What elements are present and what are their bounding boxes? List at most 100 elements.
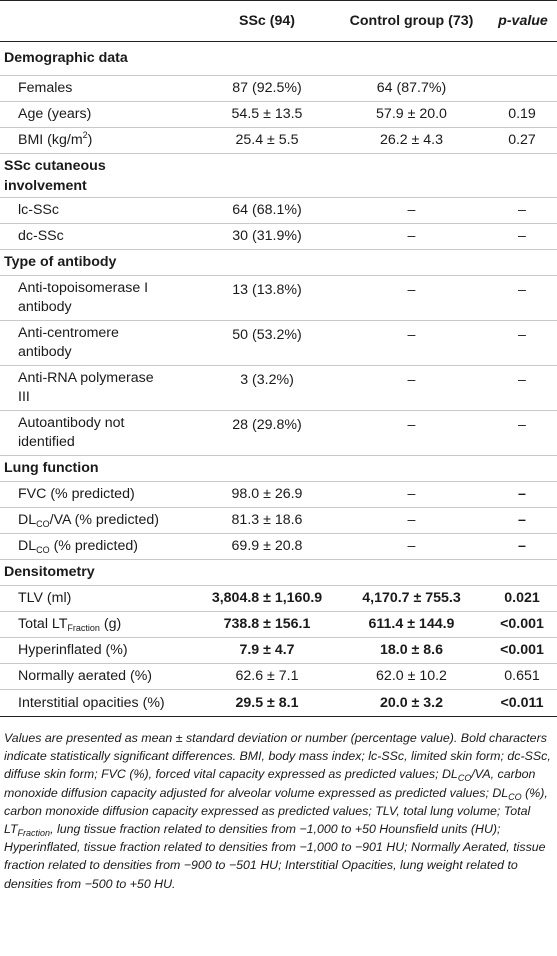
p-value: –	[518, 417, 526, 433]
row-label: Anti-RNA polymerase III	[18, 370, 154, 405]
row-label: dc-SSc	[18, 228, 64, 244]
table-container: SSc (94) Control group (73) p-value Demo…	[0, 0, 557, 891]
control-value: 20.0 ± 3.2	[379, 694, 443, 711]
ssc-value: 62.6 ± 7.1	[235, 668, 299, 684]
section-cutaneous: SSc cutaneous involvement	[0, 154, 557, 198]
row-label: Females	[18, 80, 73, 96]
ssc-value: 81.3 ± 18.6	[231, 512, 303, 528]
ssc-value: 738.8 ± 156.1	[223, 616, 311, 632]
row-label: Interstitial opacities (%)	[18, 694, 165, 711]
p-value: 0.021	[504, 590, 540, 606]
p-value: 0.19	[508, 106, 536, 122]
ssc-value: 28 (29.8%)	[232, 417, 302, 433]
control-value: –	[407, 538, 416, 554]
ssc-value: 30 (31.9%)	[232, 228, 302, 244]
control-value: –	[407, 282, 416, 298]
header-ssc: SSc (94)	[239, 13, 295, 29]
table-row: Anti-centromere antibody 50 (53.2%) – –	[0, 321, 557, 366]
ssc-value: 3 (3.2%)	[240, 372, 294, 388]
control-value: –	[407, 372, 416, 388]
table-row: TLV (ml) 3,804.8 ± 1,160.9 4,170.7 ± 755…	[0, 586, 557, 612]
control-value: 26.2 ± 4.3	[379, 132, 443, 148]
p-value: –	[518, 228, 526, 244]
ssc-value: 87 (92.5%)	[232, 80, 302, 96]
section-demographic: Demographic data	[0, 42, 557, 76]
section-title: Lung function	[4, 460, 99, 476]
control-value: 64 (87.7%)	[376, 80, 447, 96]
control-value: 57.9 ± 20.0	[376, 106, 447, 122]
section-lung-function: Lung function	[0, 456, 557, 482]
control-value: 62.0 ± 10.2	[376, 668, 447, 684]
p-value: <0.001	[500, 642, 544, 658]
table-row: Age (years) 54.5 ± 13.5 57.9 ± 20.0 0.19	[0, 102, 557, 128]
p-value: –	[518, 372, 526, 388]
row-label: Total LTFraction (g)	[18, 616, 122, 633]
p-value: –	[518, 282, 526, 298]
table-footnote: Values are presented as mean ± standard …	[4, 731, 551, 891]
row-label: TLV (ml)	[18, 590, 72, 606]
table-row: lc-SSc 64 (68.1%) – –	[0, 198, 557, 224]
table-row: Interstitial opacities (%) 29.5 ± 8.1 20…	[0, 690, 557, 717]
p-value: –	[518, 512, 526, 528]
p-value	[489, 76, 557, 102]
data-table: SSc (94) Control group (73) p-value Demo…	[0, 0, 557, 717]
header-control: Control group (73)	[349, 13, 474, 29]
ssc-value: 69.9 ± 20.8	[231, 538, 303, 554]
ssc-value: 25.4 ± 5.5	[235, 132, 299, 148]
row-label: lc-SSc	[18, 202, 59, 218]
row-label: DLCO (% predicted)	[18, 538, 138, 555]
section-antibody: Type of antibody	[0, 250, 557, 276]
ssc-value: 7.9 ± 4.7	[239, 642, 295, 658]
row-label: DLCO/VA (% predicted)	[18, 512, 159, 529]
control-value: –	[407, 327, 416, 343]
control-value: –	[407, 486, 416, 502]
section-title: Type of antibody	[4, 254, 117, 270]
table-row: FVC (% predicted) 98.0 ± 26.9 – –	[0, 482, 557, 508]
table-row: Total LTFraction (g) 738.8 ± 156.1 611.4…	[0, 612, 557, 638]
control-value: –	[407, 512, 416, 528]
p-value: –	[518, 327, 526, 343]
header-label	[0, 1, 200, 42]
table-row: BMI (kg/m2) 25.4 ± 5.5 26.2 ± 4.3 0.27	[0, 128, 557, 154]
ssc-value: 50 (53.2%)	[232, 327, 302, 343]
row-label: Hyperinflated (%)	[18, 642, 128, 658]
control-value: 611.4 ± 144.9	[368, 616, 455, 632]
row-label: Autoantibody not identified	[18, 415, 125, 450]
p-value: –	[518, 202, 526, 218]
ssc-value: 98.0 ± 26.9	[231, 486, 303, 502]
control-value: –	[407, 228, 416, 244]
ssc-value: 64 (68.1%)	[232, 202, 302, 218]
table-row: Females 87 (92.5%) 64 (87.7%)	[0, 76, 557, 102]
row-label: Normally aerated (%)	[18, 668, 153, 684]
section-title: SSc cutaneous involvement	[4, 157, 106, 194]
header-row: SSc (94) Control group (73) p-value	[0, 0, 557, 42]
row-label: Age (years)	[18, 106, 92, 122]
ssc-value: 13 (13.8%)	[232, 282, 302, 298]
control-value: 4,170.7 ± 755.3	[362, 590, 461, 606]
control-value: 18.0 ± 8.6	[379, 642, 443, 658]
p-value: 0.651	[504, 668, 540, 684]
table-row: Hyperinflated (%) 7.9 ± 4.7 18.0 ± 8.6 <…	[0, 638, 557, 664]
control-value: –	[407, 417, 416, 433]
row-label: FVC (% predicted)	[18, 486, 135, 502]
section-title: Demographic data	[4, 50, 128, 66]
p-value: <0.001	[500, 616, 544, 632]
section-densitometry: Densitometry	[0, 560, 557, 586]
table-row: DLCO (% predicted) 69.9 ± 20.8 – –	[0, 534, 557, 560]
p-value: –	[518, 538, 526, 554]
row-label: BMI (kg/m2)	[18, 130, 93, 149]
control-value: –	[407, 202, 416, 218]
ssc-value: 3,804.8 ± 1,160.9	[211, 590, 323, 606]
ssc-value: 54.5 ± 13.5	[231, 106, 303, 122]
header-p-value: p-value	[498, 13, 548, 29]
table-row: Anti-RNA polymerase III 3 (3.2%) – –	[0, 366, 557, 411]
section-title: Densitometry	[4, 564, 95, 580]
table-row: DLCO/VA (% predicted) 81.3 ± 18.6 – –	[0, 508, 557, 534]
ssc-value: 29.5 ± 8.1	[235, 694, 299, 711]
table-row: dc-SSc 30 (31.9%) – –	[0, 224, 557, 250]
row-label: Anti-centromere antibody	[18, 325, 119, 360]
p-value: –	[518, 486, 526, 502]
p-value: <0.011	[500, 694, 544, 711]
